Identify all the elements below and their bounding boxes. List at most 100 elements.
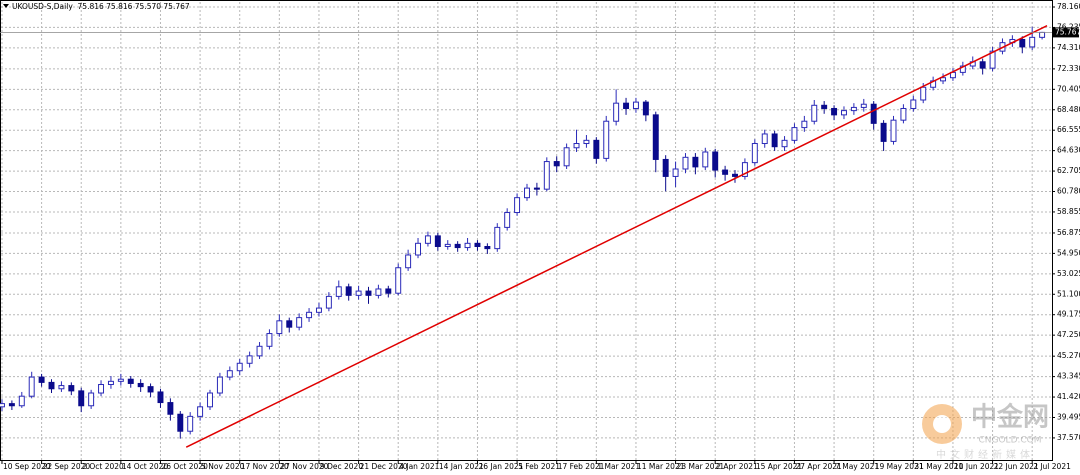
- candle-body: [276, 320, 283, 335]
- candle-body: [504, 212, 511, 228]
- y-tick-label: 74.310: [1057, 43, 1080, 52]
- candle-body: [841, 110, 847, 116]
- candle-body: [642, 101, 649, 116]
- y-tick-label: 72.330: [1057, 64, 1080, 73]
- candle-body: [514, 197, 521, 214]
- y-tick-label: 62.705: [1057, 166, 1080, 175]
- candle-body: [890, 119, 897, 142]
- candle-body: [187, 415, 194, 432]
- candle-body: [563, 147, 570, 167]
- candle-body: [226, 370, 233, 378]
- candle-body: [177, 413, 184, 432]
- candle-body: [1039, 31, 1046, 38]
- x-tick-label: 14 Oct 2020: [122, 462, 169, 471]
- candle-body: [593, 139, 600, 159]
- candle-body: [375, 288, 382, 296]
- plot-area: [0, 0, 1053, 461]
- candle-body: [464, 242, 471, 249]
- candle-body: [702, 151, 709, 168]
- watermark-site: CNGOLD.COM: [978, 436, 1041, 446]
- candle-body: [434, 235, 441, 248]
- candle-body: [880, 122, 887, 142]
- candle-body: [761, 133, 768, 145]
- candle-body: [979, 61, 986, 69]
- watermark: 中金网 CNGOLD.COM 中文财经新媒体: [922, 402, 1049, 461]
- candle-body: [910, 99, 917, 109]
- x-tick-label: 2 Oct 2020: [82, 462, 124, 471]
- candle-body: [107, 380, 114, 386]
- candle-body: [98, 384, 105, 394]
- x-tick-label: 2 Apr 2021: [716, 462, 758, 471]
- candle-body: [335, 286, 342, 297]
- candle-body: [415, 242, 422, 256]
- candle-body: [405, 254, 412, 269]
- candle-body: [732, 173, 738, 177]
- candle-body: [28, 376, 35, 397]
- x-tick-label: 2 Jul 2021: [1033, 462, 1071, 471]
- candle-body: [850, 106, 857, 112]
- y-tick-label: 37.570: [1057, 433, 1080, 442]
- candle-body: [8, 403, 15, 407]
- candle-body: [127, 378, 134, 384]
- x-tick-label: 5 Nov 2020: [201, 462, 244, 471]
- x-tick-label: 11 Mar 2021: [637, 462, 685, 471]
- candle-body: [474, 242, 481, 248]
- x-tick-label: 22 Sep 2020: [43, 462, 91, 471]
- candle-body: [68, 385, 75, 392]
- candle-body: [553, 161, 560, 167]
- candle-body: [1019, 38, 1026, 48]
- y-tick-label: 64.630: [1057, 146, 1080, 155]
- y-tick-label: 45.270: [1057, 351, 1080, 360]
- candle-body: [355, 290, 362, 296]
- candle-body: [870, 103, 877, 124]
- candle-body: [543, 161, 550, 190]
- candle-body: [603, 120, 610, 159]
- candle-body: [88, 392, 95, 407]
- candle-body: [573, 143, 580, 149]
- candle-body: [246, 355, 253, 364]
- x-tick-label: 10 Sep 2020: [3, 462, 51, 471]
- y-tick-label: 76.235: [1057, 22, 1080, 31]
- x-tick-label: 19 May 2021: [875, 462, 924, 471]
- candle-body: [524, 187, 530, 199]
- candle-body: [741, 162, 748, 177]
- y-tick-label: 53.025: [1057, 269, 1080, 278]
- candle-body: [296, 317, 303, 328]
- candle-body: [117, 378, 124, 382]
- candle-body: [207, 392, 213, 408]
- current-price-box: [1053, 27, 1079, 38]
- x-tick-label: 7 May 2021: [835, 462, 879, 471]
- candle-body: [157, 391, 164, 404]
- candle-body: [940, 77, 947, 82]
- x-tick-label: 26 Oct 2020: [161, 462, 208, 471]
- candle-body: [791, 127, 798, 141]
- x-tick-label: 1 Mar 2021: [597, 462, 640, 471]
- candle-body: [989, 50, 996, 69]
- candle-body: [811, 104, 818, 122]
- candle-body: [672, 168, 679, 177]
- candle-body: [613, 102, 620, 122]
- y-tick-label: 41.420: [1057, 392, 1080, 401]
- x-tick-label: 17 Nov 2020: [241, 462, 289, 471]
- y-tick-label: 56.875: [1057, 228, 1080, 237]
- candle-body: [821, 104, 828, 109]
- candle-body: [781, 139, 788, 148]
- candle-body: [78, 390, 85, 407]
- candle-body: [751, 143, 758, 164]
- x-tick-label: 10 Jun 2021: [954, 462, 999, 471]
- y-tick-label: 54.950: [1057, 248, 1080, 257]
- candle-body: [801, 120, 808, 129]
- candle-body: [494, 226, 501, 250]
- watermark-slogan: 中文财经新媒体: [936, 448, 1034, 461]
- y-tick-label: 78.160: [1057, 2, 1080, 11]
- y-tick-label: 49.175: [1057, 310, 1080, 319]
- y-tick-label: 43.345: [1057, 372, 1080, 381]
- candle-body: [682, 156, 689, 170]
- candle-body: [315, 307, 322, 313]
- candle-body: [484, 246, 491, 250]
- candle-body: [48, 381, 55, 390]
- watermark-logo-core: [933, 415, 951, 433]
- x-tick-label: 31 May 2021: [914, 462, 963, 471]
- candle-body: [325, 295, 332, 309]
